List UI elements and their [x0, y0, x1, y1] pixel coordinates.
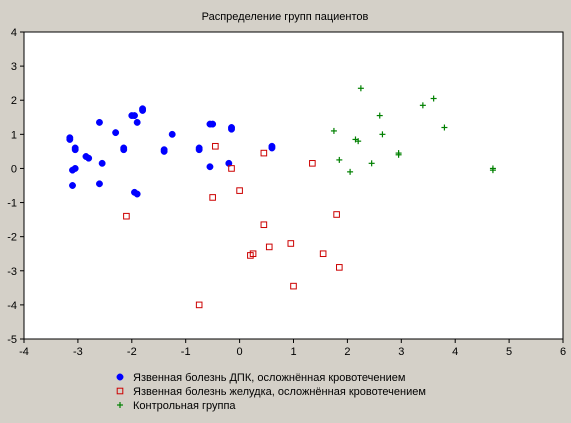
x-tick-label: 1 [290, 346, 296, 358]
y-tick-label: -3 [7, 266, 17, 278]
data-point [368, 160, 375, 167]
data-point [336, 264, 343, 271]
data-point [123, 212, 130, 220]
data-point [209, 194, 216, 201]
data-point [441, 124, 448, 131]
legend-label: Контрольная группа [133, 400, 236, 412]
data-point [69, 182, 76, 189]
data-point [309, 160, 316, 167]
data-point [71, 164, 79, 172]
data-point [133, 118, 141, 126]
data-point [333, 211, 340, 218]
x-tick-label: -2 [127, 346, 137, 358]
data-point [489, 167, 496, 174]
y-tick-label: 0 [11, 163, 17, 175]
data-point [212, 142, 219, 150]
data-point [268, 144, 276, 152]
data-point [168, 130, 176, 138]
data-point [379, 131, 386, 138]
legend-marker [116, 387, 124, 395]
data-point [290, 282, 297, 290]
x-tick-label: 6 [560, 346, 566, 358]
data-point [260, 221, 268, 229]
data-point [228, 165, 235, 172]
data-point [395, 151, 402, 158]
data-points [66, 85, 496, 309]
plot-area [23, 31, 564, 340]
data-point [96, 180, 103, 188]
x-tick-label: 0 [237, 346, 243, 358]
data-point [336, 156, 343, 163]
y-tick-label: -2 [7, 232, 17, 244]
x-tick-label: 5 [506, 346, 512, 358]
y-tick-label: -4 [7, 300, 17, 312]
data-point [419, 102, 426, 109]
legend-item-2: Язвенная болезнь желудка, осложнённая кр… [116, 386, 426, 398]
data-point [71, 146, 79, 154]
data-point [112, 129, 120, 137]
legend-marker [117, 402, 123, 408]
legend-marker [116, 373, 124, 381]
y-tick-label: 2 [11, 95, 17, 107]
data-point [209, 120, 217, 128]
data-point [120, 146, 128, 154]
data-point [195, 146, 203, 154]
y-tick-label: 3 [11, 61, 17, 73]
legend: Язвенная болезнь ДПК, осложнённая кровот… [116, 372, 426, 412]
x-tick-label: 2 [344, 346, 350, 358]
x-tick-label: -1 [181, 346, 191, 358]
data-point [265, 243, 273, 251]
data-point [228, 125, 235, 133]
legend-item-3: Контрольная группа [117, 400, 236, 412]
data-point [195, 301, 203, 309]
data-point [139, 107, 147, 114]
y-tick-label: 4 [11, 27, 17, 39]
legend-item-1: Язвенная болезнь ДПК, осложнённая кровот… [116, 372, 405, 384]
data-point [98, 159, 106, 167]
x-tick-label: 4 [452, 346, 458, 358]
legend-label: Язвенная болезнь ДПК, осложнённая кровот… [133, 372, 405, 384]
series-2 [123, 142, 343, 309]
data-point [206, 163, 214, 171]
data-point [66, 136, 74, 143]
data-point [236, 187, 243, 194]
data-point [260, 149, 268, 157]
data-point [357, 85, 364, 92]
data-point [330, 127, 337, 134]
data-point [131, 112, 138, 120]
data-point [376, 112, 383, 119]
data-point [160, 147, 168, 155]
data-point [85, 154, 93, 162]
y-tick-label: -5 [7, 334, 17, 346]
x-tick-label: 3 [398, 346, 404, 358]
data-point [319, 250, 327, 258]
data-point [355, 138, 362, 145]
series-3 [330, 85, 496, 175]
y-tick-label: 1 [11, 129, 17, 141]
data-point [347, 168, 354, 175]
data-point [430, 95, 437, 102]
x-tick-label: -4 [19, 346, 29, 358]
chart-title: Распределение групп пациентов [202, 11, 369, 23]
data-point [249, 250, 257, 258]
y-tick-label: -1 [7, 198, 17, 210]
legend-label: Язвенная болезнь желудка, осложнённая кр… [133, 386, 426, 398]
data-point [287, 240, 295, 247]
data-point [131, 188, 138, 196]
series-1 [66, 105, 276, 198]
x-tick-label: -3 [73, 346, 83, 358]
data-point [96, 118, 103, 126]
